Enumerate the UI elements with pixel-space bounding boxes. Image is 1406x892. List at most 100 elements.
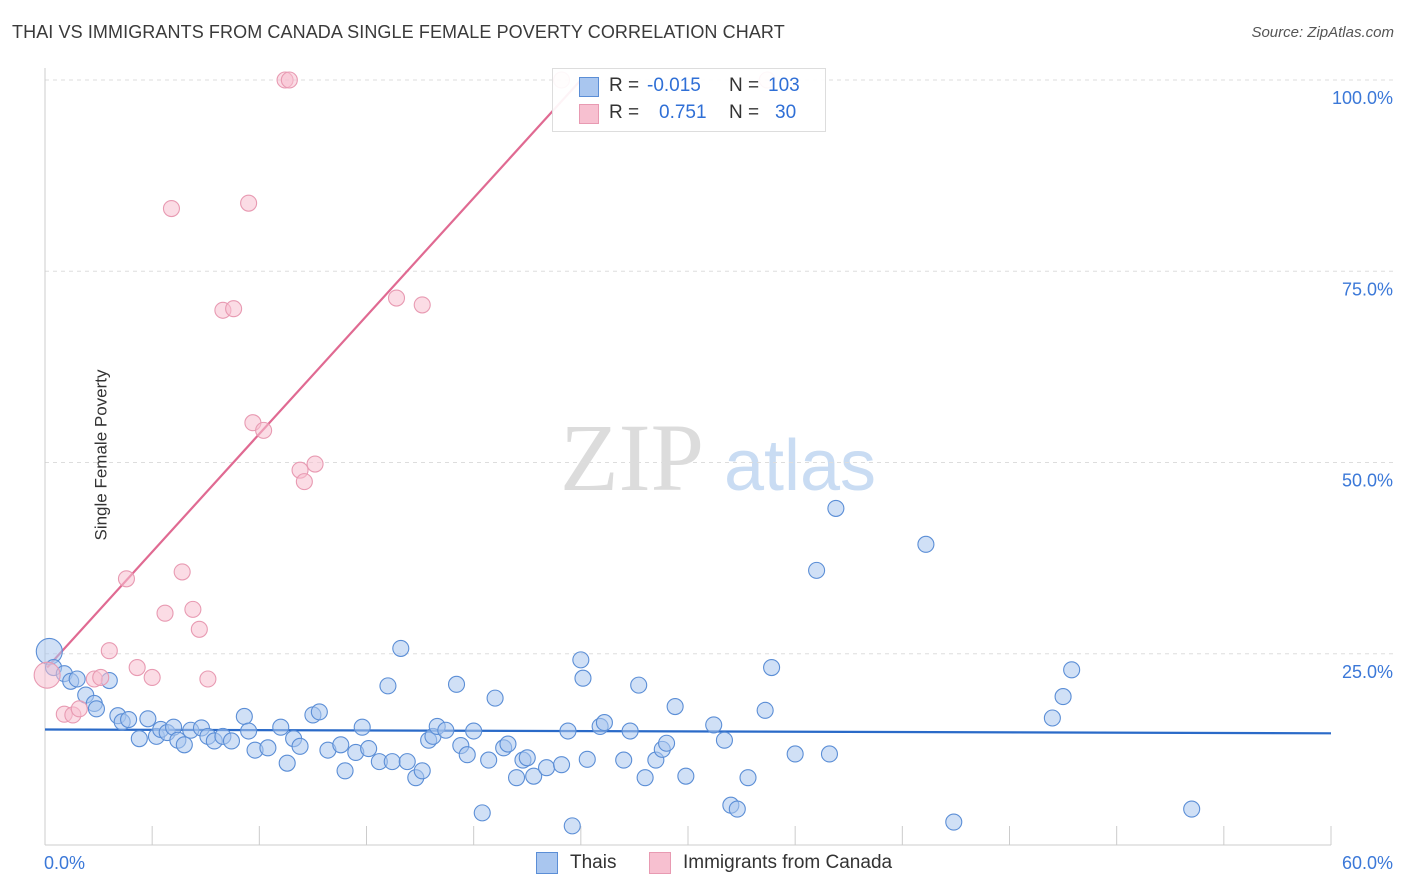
point-thais — [259, 739, 277, 757]
point-thais — [827, 499, 845, 517]
trend-lines — [44, 79, 1332, 735]
point-thais — [360, 740, 378, 758]
point-thais — [574, 669, 592, 687]
point-canada — [184, 600, 202, 618]
point-thais — [739, 769, 757, 787]
bottom-legend-canada: Immigrants from Canada — [649, 852, 892, 874]
point-thais — [68, 670, 86, 688]
legend-n-label: N = — [729, 102, 760, 123]
point-thais — [677, 767, 695, 785]
point-thais — [705, 716, 723, 734]
point-thais — [559, 722, 577, 740]
point-thais — [537, 759, 556, 777]
point-thais — [458, 746, 476, 764]
point-thais — [595, 714, 613, 732]
bottom-legend-label-canada: Immigrants from Canada — [683, 852, 893, 873]
point-thais — [525, 767, 543, 785]
point-thais — [447, 675, 466, 693]
point-thais — [820, 745, 839, 763]
point-canada — [190, 620, 208, 638]
point-thais — [658, 734, 676, 752]
legend-n-value-canada: 30 — [775, 102, 797, 123]
legend-swatch-canada — [579, 104, 599, 124]
point-thais — [272, 718, 290, 736]
point-canada — [70, 700, 88, 718]
point-thais — [353, 718, 371, 736]
x-tick-label: 60.0% — [1342, 853, 1393, 873]
legend-n-label: N = — [729, 75, 760, 96]
point-thais — [413, 762, 431, 780]
point-canada — [295, 473, 313, 491]
point-thais — [291, 737, 309, 755]
point-thais — [278, 754, 296, 772]
point-thais — [332, 736, 350, 754]
point-canada — [156, 604, 174, 622]
point-thais — [756, 701, 774, 719]
trend-line-thais — [44, 728, 1332, 735]
point-thais — [130, 730, 148, 748]
point-thais — [1054, 688, 1072, 706]
grid — [45, 79, 1395, 655]
x-tick-label: 0.0% — [44, 853, 85, 873]
chart-title: THAI VS IMMIGRANTS FROM CANADA SINGLE FE… — [12, 22, 785, 42]
point-thais — [1063, 661, 1081, 679]
point-thais — [1183, 800, 1201, 818]
point-canada — [162, 199, 181, 218]
y-tick-label: 75.0% — [1342, 279, 1393, 299]
point-canada — [240, 194, 258, 212]
point-canada — [255, 421, 273, 439]
point-thais — [552, 756, 571, 774]
point-thais — [139, 710, 157, 728]
point-thais — [763, 658, 781, 677]
y-tick-label: 100.0% — [1332, 88, 1393, 108]
point-canada — [100, 642, 118, 660]
point-thais — [87, 700, 105, 718]
data-points — [33, 71, 1201, 835]
point-canada — [128, 658, 146, 677]
point-canada — [413, 296, 431, 314]
y-axis-label: Single Female Poverty — [91, 369, 111, 541]
point-thais — [310, 703, 328, 721]
point-thais — [917, 535, 935, 553]
point-thais — [728, 800, 746, 818]
axes — [44, 68, 1332, 846]
point-thais — [1043, 709, 1061, 727]
point-thais — [336, 762, 354, 780]
point-canada — [225, 300, 243, 318]
legend-n-value-thais: 103 — [768, 75, 800, 96]
watermark-zip: ZIP — [560, 404, 704, 511]
point-canada — [306, 455, 324, 473]
point-thais — [175, 736, 193, 754]
y-tick-label: 25.0% — [1342, 662, 1393, 682]
point-canada — [173, 563, 191, 581]
point-thais — [120, 710, 138, 729]
point-thais — [480, 751, 498, 769]
point-thais — [235, 707, 253, 726]
y-tick-label: 50.0% — [1342, 471, 1393, 491]
point-thais — [786, 745, 804, 763]
tick-labels: 25.0% 50.0% 75.0% 100.0% 0.0% 60.0% — [44, 88, 1393, 873]
point-thais — [572, 651, 590, 669]
point-thais — [578, 750, 596, 768]
legend-r-value-canada: 0.751 — [659, 102, 707, 123]
legend-r-value-thais: -0.015 — [647, 75, 701, 96]
point-thais — [615, 751, 633, 769]
point-canada — [199, 670, 217, 688]
point-thais — [437, 721, 455, 739]
legend-r-label: R = — [609, 102, 640, 123]
point-thais — [507, 769, 526, 787]
point-thais — [715, 731, 733, 749]
point-canada — [143, 668, 161, 687]
bottom-legend-label-thais: Thais — [570, 852, 617, 873]
point-thais — [945, 813, 963, 831]
legend-r-label: R = — [609, 75, 640, 96]
point-thais — [621, 722, 639, 740]
legend-swatch-thais — [579, 77, 599, 97]
point-thais — [240, 722, 258, 740]
bottom-legend-swatch-canada — [649, 852, 671, 874]
point-canada — [280, 71, 298, 89]
point-canada — [33, 661, 61, 689]
point-canada — [92, 668, 110, 687]
correlation-legend: R = -0.015 N = 103 R = 0.751 N = 30 — [552, 68, 826, 132]
